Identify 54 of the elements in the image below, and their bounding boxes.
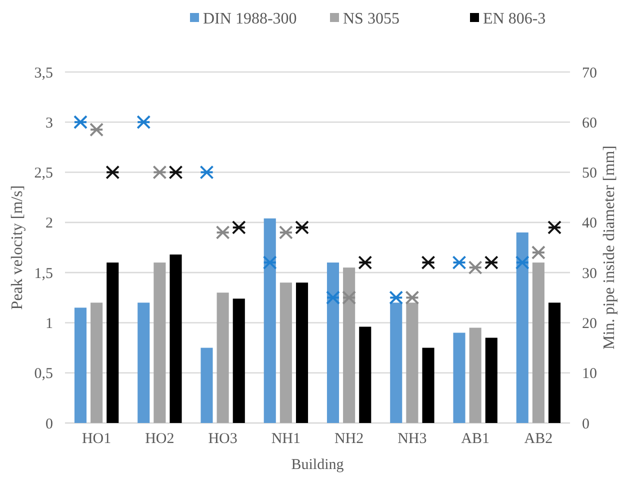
- y2-tick-label: 10: [582, 366, 597, 382]
- bar: [343, 268, 356, 423]
- bar: [170, 254, 182, 423]
- bar: [138, 302, 150, 423]
- y2-axis-title: Min. pipe inside diameter [mm]: [601, 146, 618, 350]
- x-tick-label: AB2: [524, 431, 553, 447]
- x-tick-label: HO3: [208, 431, 238, 447]
- bar: [359, 326, 372, 423]
- bar: [232, 298, 245, 423]
- legend-label: EN 806-3: [483, 10, 546, 28]
- bar: [485, 338, 498, 423]
- bar: [200, 348, 213, 423]
- x-tick-label: HO2: [145, 431, 174, 447]
- y-tick-label: 1: [46, 316, 53, 332]
- x-tick-label: NH3: [398, 431, 427, 447]
- x-tick-label: HO1: [82, 431, 112, 447]
- x-tick-label: NH1: [271, 431, 301, 447]
- y-tick-label: 2,5: [34, 166, 53, 182]
- bar: [154, 262, 166, 423]
- bar: [74, 308, 87, 423]
- bar: [216, 292, 229, 423]
- y2-tick-label: 50: [582, 166, 597, 182]
- bar: [326, 262, 340, 423]
- y-tick-label: 0: [46, 416, 53, 432]
- x-tick-label: AB1: [461, 431, 490, 447]
- bar: [532, 262, 544, 423]
- bar: [390, 302, 402, 423]
- y2-tick-label: 20: [582, 316, 597, 332]
- bar: [453, 332, 466, 423]
- bar: [516, 232, 528, 423]
- bar: [106, 262, 119, 423]
- legend-label: DIN 1988-300: [203, 10, 297, 28]
- y-axis-title: Peak velocity [m/s]: [9, 185, 26, 310]
- y-tick-label: 3: [46, 115, 53, 132]
- legend-label: NS 3055: [343, 10, 400, 28]
- y2-tick-label: 40: [582, 216, 597, 232]
- x-axis-title: Building: [291, 457, 344, 473]
- y2-tick-label: 60: [582, 115, 597, 132]
- bar: [264, 218, 276, 423]
- bar: [422, 348, 434, 423]
- y2-tick-label: 30: [582, 266, 597, 282]
- bar: [90, 302, 103, 423]
- bar: [548, 302, 561, 423]
- y2-tick-label: 70: [582, 65, 597, 82]
- y-tick-label: 0,5: [34, 366, 53, 382]
- y-tick-label: 1,5: [34, 266, 53, 282]
- x-tick-label: NH2: [334, 431, 364, 447]
- bar: [406, 302, 418, 423]
- y2-tick-label: 0: [582, 416, 590, 432]
- y-tick-label: 3,5: [34, 65, 53, 82]
- bar: [280, 282, 292, 423]
- bar: [296, 282, 308, 423]
- bar: [469, 328, 482, 423]
- y-tick-label: 2: [46, 216, 53, 232]
